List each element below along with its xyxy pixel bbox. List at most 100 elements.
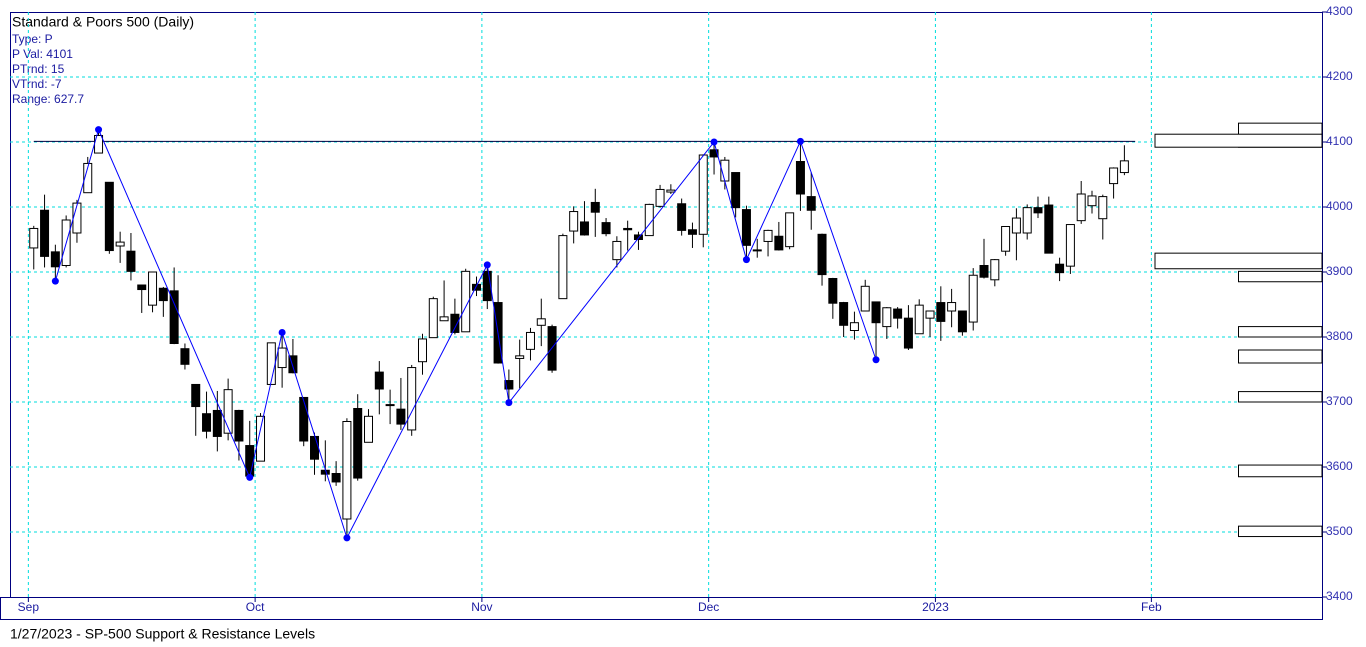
level-box	[1238, 349, 1323, 364]
candle-body	[1055, 263, 1065, 274]
candle-body	[212, 409, 222, 437]
candle-body	[417, 338, 427, 363]
candle-body	[40, 209, 50, 257]
candle-body	[763, 229, 773, 242]
candle-body	[126, 250, 136, 272]
candle-body	[849, 322, 859, 332]
candle-body	[623, 227, 633, 231]
zigzag-point	[343, 534, 351, 542]
level-box	[1238, 326, 1323, 338]
candle-body	[947, 302, 957, 312]
candle-body	[115, 241, 125, 247]
y-tick-label: 4200	[1326, 69, 1353, 83]
candle-body	[83, 162, 93, 194]
candle-body	[817, 233, 827, 276]
x-tick-label: 2023	[922, 600, 949, 614]
candle-body	[677, 203, 687, 231]
candle-body	[266, 342, 276, 385]
info-line: PTrnd: 15	[12, 62, 65, 76]
y-tick-label: 3400	[1326, 589, 1353, 603]
candle-body	[785, 212, 795, 248]
candle-body	[590, 201, 600, 213]
zigzag-point	[505, 399, 513, 407]
y-tick-label: 4100	[1326, 134, 1353, 148]
x-tick-label: Feb	[1141, 600, 1162, 614]
candle-body	[396, 408, 406, 425]
info-line: VTrnd: -7	[12, 77, 62, 91]
zigzag-point	[872, 356, 880, 364]
candle-body	[990, 259, 1000, 281]
candle-body	[1119, 160, 1129, 174]
candle-body	[385, 404, 395, 407]
candle-body	[731, 172, 741, 209]
candle-body	[795, 161, 805, 195]
candle-body	[256, 415, 266, 462]
candle-body	[288, 355, 298, 374]
candle-body	[968, 274, 978, 323]
candle-body	[1109, 167, 1119, 185]
candle-body	[310, 435, 320, 460]
zigzag-point	[51, 277, 59, 285]
plot-frame	[10, 12, 1323, 598]
candle-body	[1044, 204, 1054, 254]
candle-body	[353, 408, 363, 479]
candle-body	[471, 283, 481, 291]
info-line: Type: P	[12, 32, 53, 46]
candle-body	[104, 181, 114, 252]
x-tick-label: Nov	[471, 600, 492, 614]
y-tick-label: 4000	[1326, 199, 1353, 213]
candle-body	[364, 415, 374, 443]
candle-body	[1011, 217, 1021, 234]
candle-body	[180, 348, 190, 365]
candle-body	[828, 278, 838, 304]
candle-body	[1001, 226, 1011, 252]
info-line: Range: 627.7	[12, 92, 84, 106]
candle-body	[299, 396, 309, 442]
y-tick-label: 3800	[1326, 329, 1353, 343]
candle-body	[191, 383, 201, 408]
info-line: P Val: 4101	[12, 47, 73, 61]
candle-body	[1087, 195, 1097, 207]
candle-body	[1022, 207, 1032, 234]
candle-body	[925, 310, 935, 319]
candle-body	[72, 202, 82, 234]
candle-body	[806, 196, 816, 211]
level-box	[1154, 252, 1323, 270]
x-tick-label: Oct	[246, 600, 265, 614]
candle-body	[666, 189, 676, 193]
zigzag-point	[710, 138, 718, 146]
candle-body	[752, 249, 762, 252]
candle-body	[515, 355, 525, 359]
candle-body	[871, 301, 881, 324]
zigzag-point	[742, 256, 750, 264]
candle-body	[979, 265, 989, 278]
candle-body	[1098, 196, 1108, 220]
candle-body	[569, 211, 579, 232]
candle-body	[148, 271, 158, 306]
level-box	[1238, 464, 1323, 478]
candle-body	[439, 316, 449, 322]
candle-body	[882, 307, 892, 328]
y-tick-label: 3500	[1326, 524, 1353, 538]
candle-body	[903, 317, 913, 349]
x-tick-label: Sep	[18, 600, 40, 614]
candle-body	[202, 413, 212, 432]
candle-body	[407, 367, 417, 431]
candle-body	[839, 302, 849, 326]
candle-body	[914, 304, 924, 335]
level-box	[1238, 391, 1323, 403]
candle-body	[936, 302, 946, 322]
candle-body	[29, 227, 39, 249]
zigzag-point	[246, 473, 254, 481]
x-axis-frame	[0, 597, 1323, 620]
candle-body	[450, 313, 460, 333]
candle-body	[482, 270, 492, 302]
candle-body	[374, 371, 384, 390]
zigzag-point	[95, 126, 103, 134]
candle-body	[558, 235, 568, 300]
candle-body	[169, 290, 179, 345]
candle-body	[504, 380, 514, 390]
candle-body	[234, 409, 244, 442]
candle-body	[579, 221, 589, 236]
candle-body	[331, 473, 341, 483]
